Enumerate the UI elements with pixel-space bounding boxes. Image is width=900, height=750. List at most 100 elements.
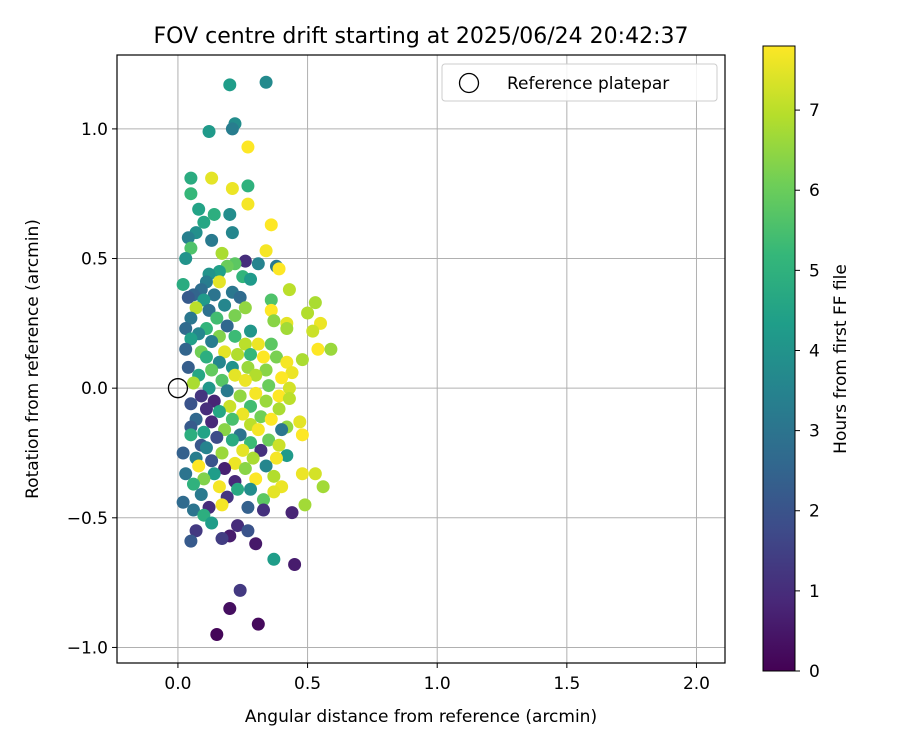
data-point — [228, 456, 242, 470]
data-point — [225, 122, 239, 136]
y-tick-label: −1.0 — [67, 638, 108, 658]
data-point — [212, 480, 226, 494]
data-point — [189, 301, 203, 315]
y-tick-label: 1.0 — [81, 120, 108, 140]
data-point — [244, 482, 258, 496]
data-point — [179, 342, 193, 356]
colorbar-tick-label: 6 — [809, 181, 820, 201]
data-point — [231, 482, 245, 496]
y-tick-label: −0.5 — [67, 509, 108, 529]
data-point — [228, 329, 242, 343]
data-point — [176, 495, 190, 509]
data-point — [288, 557, 302, 571]
reference-marker — [167, 378, 189, 399]
data-point — [184, 428, 198, 442]
data-point — [228, 309, 242, 323]
data-point — [218, 345, 232, 359]
data-point — [267, 485, 281, 499]
data-point — [280, 355, 294, 369]
data-point — [199, 402, 213, 416]
data-point — [210, 430, 224, 444]
data-point — [225, 182, 239, 196]
data-point — [215, 498, 229, 512]
data-point — [179, 322, 193, 336]
x-tick-label: 1.0 — [424, 674, 451, 694]
x-tick-label: 0.0 — [164, 674, 191, 694]
data-point — [267, 314, 281, 328]
data-point — [181, 290, 195, 304]
plot-frame — [116, 54, 726, 664]
data-point — [225, 226, 239, 240]
data-point — [184, 171, 198, 185]
data-point — [207, 207, 221, 221]
data-point — [272, 438, 286, 452]
data-point — [218, 462, 232, 476]
data-point — [215, 446, 229, 460]
data-point — [215, 373, 229, 387]
data-point — [282, 392, 296, 406]
y-tick-label: 0.0 — [81, 379, 108, 399]
legend: Reference platepar — [441, 63, 718, 102]
data-point — [295, 467, 309, 481]
data-point — [192, 459, 206, 473]
data-point — [282, 283, 296, 297]
data-point — [215, 532, 229, 546]
colorbar-tick-label: 0 — [809, 662, 820, 682]
data-point — [254, 410, 268, 424]
data-point — [251, 423, 265, 437]
data-point — [249, 386, 263, 400]
data-point — [272, 262, 286, 276]
data-point — [194, 389, 208, 403]
data-point — [176, 446, 190, 460]
data-point — [272, 402, 286, 416]
x-tick-label: 1.5 — [553, 674, 580, 694]
data-point — [244, 347, 258, 361]
data-point — [238, 254, 252, 268]
data-point — [233, 583, 247, 597]
data-point — [308, 296, 322, 310]
x-tick-label: 0.5 — [294, 674, 321, 694]
data-point — [244, 324, 258, 338]
data-point — [223, 207, 237, 221]
data-point — [246, 451, 260, 465]
data-point — [259, 244, 273, 258]
data-point — [184, 241, 198, 255]
data-point — [199, 350, 213, 364]
data-point — [212, 405, 226, 419]
colorbar-tick-label: 4 — [809, 341, 820, 361]
data-point — [256, 503, 270, 517]
data-point — [275, 371, 289, 385]
legend-box — [441, 63, 718, 102]
data-point — [259, 459, 273, 473]
data-point — [207, 467, 221, 481]
reference-platepar-marker — [167, 378, 189, 399]
data-point — [238, 373, 252, 387]
data-points — [176, 75, 338, 641]
data-point — [324, 342, 338, 356]
data-point — [306, 324, 320, 338]
colorbar-label: Hours from first FF file — [831, 264, 851, 454]
data-point — [262, 379, 276, 393]
data-point — [179, 467, 193, 481]
data-point — [223, 602, 237, 616]
data-point — [184, 187, 198, 201]
data-point — [220, 319, 234, 333]
data-point — [223, 399, 237, 413]
data-point — [212, 264, 226, 278]
colorbar-tick-label: 7 — [809, 101, 820, 121]
data-point — [231, 347, 245, 361]
data-point — [220, 384, 234, 398]
x-axis-label: Angular distance from reference (arcmin) — [245, 707, 597, 727]
data-point — [184, 534, 198, 548]
data-point — [269, 350, 283, 364]
colorbar-ticks: 0 1 2 3 4 5 6 7 — [795, 101, 820, 682]
data-point — [179, 252, 193, 266]
data-point — [241, 197, 255, 211]
data-point — [184, 311, 198, 325]
data-point — [225, 412, 239, 426]
data-point — [285, 366, 299, 380]
data-point — [205, 363, 219, 377]
data-point — [251, 617, 265, 631]
data-point — [311, 342, 325, 356]
